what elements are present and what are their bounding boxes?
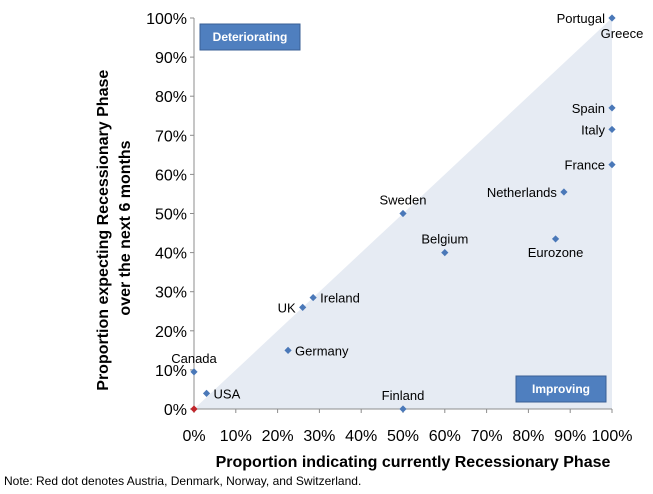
x-tick-label: 10% <box>220 428 252 445</box>
region-box-improving: Improving <box>515 375 607 403</box>
point-label-belgium: Belgium <box>421 232 468 247</box>
region-label-improving: Improving <box>532 382 590 396</box>
x-axis-ticks: 0% 10% 20% 30% 40% 50% 60% 70% 80% 90% 100% <box>182 409 632 445</box>
data-point-belgium <box>441 249 449 257</box>
region-box-background <box>515 375 607 403</box>
data-point-red <box>190 405 198 413</box>
region-box-background <box>199 23 301 51</box>
point-label-canada: Canada <box>171 351 217 366</box>
data-point-ireland <box>309 293 317 302</box>
x-tick-label: 100% <box>592 428 633 445</box>
y-tick-label: 0% <box>164 402 187 419</box>
point-label-uk: UK <box>278 300 296 315</box>
point-label-eurozone: Eurozone <box>528 245 584 260</box>
y-tick-label: 50% <box>155 207 187 224</box>
y-tick-label: 90% <box>155 50 187 67</box>
y-tick-label: 40% <box>155 246 187 263</box>
y-tick-label: 30% <box>155 285 187 302</box>
point-label-portugal: Portugal <box>557 11 606 26</box>
point-label-sweden: Sweden <box>380 193 427 208</box>
data-point-sweden <box>399 209 407 218</box>
x-tick-label: 20% <box>262 428 294 445</box>
y-axis-title: Proportion expecting Recessionary Phase … <box>95 65 134 390</box>
scatter-chart: 0% 10% 20% 30% 40% 50% 60% 70% 80% 90% 100% 0% 10% 2… <box>95 11 643 471</box>
x-tick-label: 60% <box>429 428 461 445</box>
region-box-deteriorating: Deteriorating <box>199 23 301 51</box>
point-label-france: France <box>565 158 605 173</box>
point-label-germany: Germany <box>295 343 349 358</box>
data-points <box>190 14 616 413</box>
data-point-uk <box>299 303 307 311</box>
footnote: Note: Red dot denotes Austria, Denmark, … <box>4 474 362 488</box>
point-label-usa: USA <box>214 386 241 401</box>
y-tick-label: 10% <box>155 363 187 380</box>
x-tick-label: 40% <box>345 428 377 445</box>
point-label-finland: Finland <box>382 388 425 403</box>
x-tick-label: 30% <box>303 428 335 445</box>
data-point-portugal <box>608 14 616 22</box>
region-labels: Deteriorating Improving <box>199 23 607 403</box>
point-label-ireland: Ireland <box>320 291 360 306</box>
x-tick-label: 0% <box>182 428 205 445</box>
x-tick-label: 80% <box>512 428 544 445</box>
data-point-germany <box>284 346 292 354</box>
y-axis-title-line-1: Proportion expecting Recessionary Phase <box>95 70 112 391</box>
y-tick-label: 70% <box>155 128 187 145</box>
data-point-spain <box>608 104 616 112</box>
point-label-spain: Spain <box>572 101 605 116</box>
x-tick-label: 70% <box>471 428 503 445</box>
data-point-finland <box>399 405 407 413</box>
region-label-deteriorating: Deteriorating <box>213 30 288 44</box>
y-tick-label: 60% <box>155 167 187 184</box>
data-point-eurozone <box>551 235 560 243</box>
point-label-netherlands: Netherlands <box>487 185 558 200</box>
y-axis-ticks: 0% 10% 20% 30% 40% 50% 60% 70% 80% 90% 100% <box>146 11 194 419</box>
y-tick-label: 20% <box>155 324 187 341</box>
y-tick-label: 80% <box>155 89 187 106</box>
y-axis-title-line-2: over the next 6 months <box>117 140 134 315</box>
data-point-france <box>608 161 616 169</box>
data-point-italy <box>608 125 616 134</box>
point-label-greece: Greece <box>601 26 644 41</box>
data-point-usa <box>202 389 211 397</box>
x-tick-label: 90% <box>554 428 586 445</box>
point-label-italy: Italy <box>581 122 605 137</box>
data-point-netherlands <box>560 188 568 196</box>
x-tick-label: 50% <box>387 428 419 445</box>
y-tick-label: 100% <box>146 11 187 28</box>
x-axis-title: Proportion indicating currently Recessio… <box>216 454 611 471</box>
data-point-canada <box>190 368 198 376</box>
